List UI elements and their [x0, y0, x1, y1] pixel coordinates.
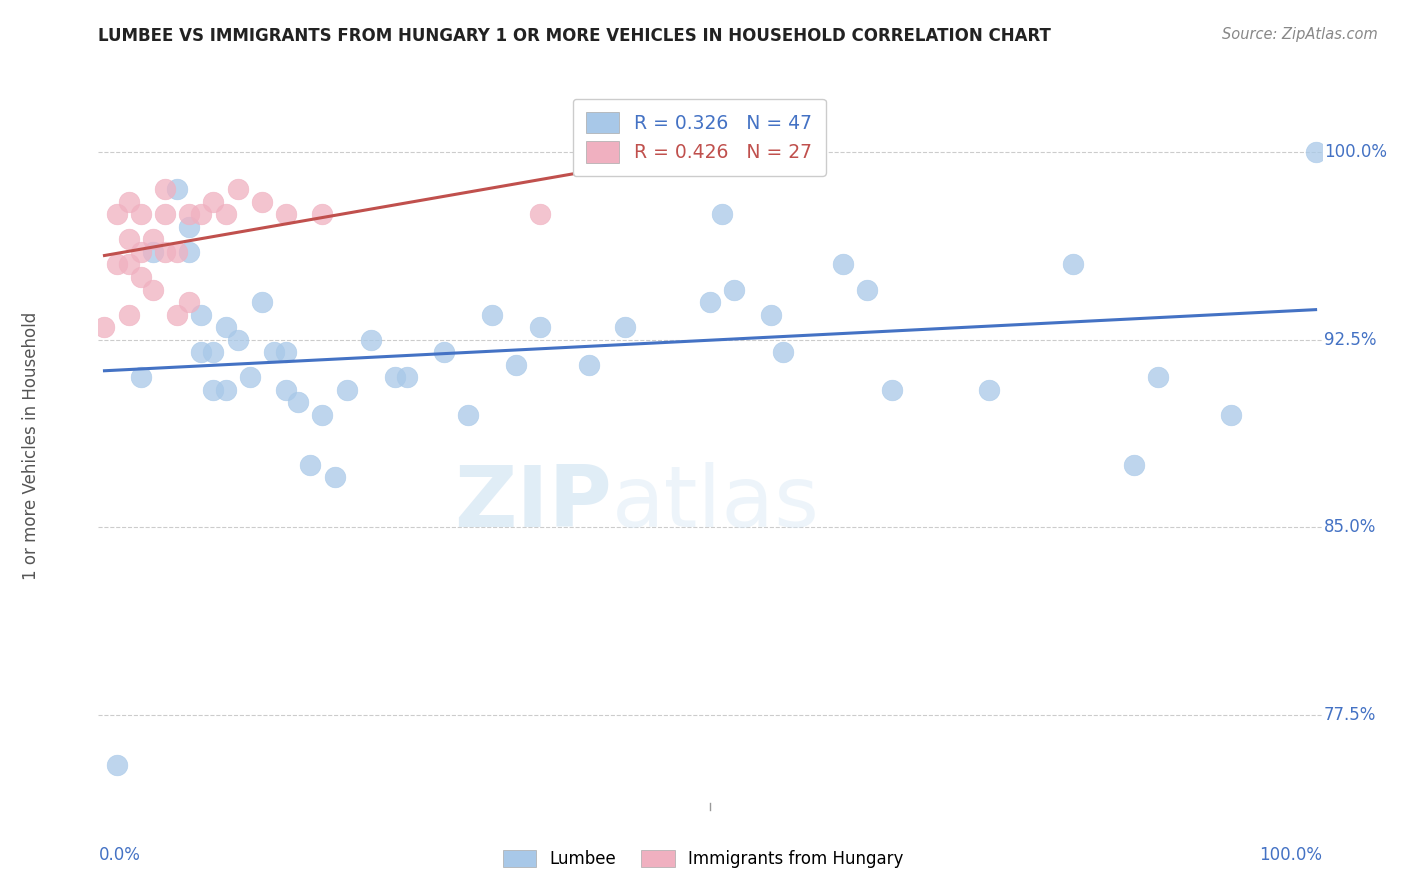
- Point: [276, 383, 298, 397]
- Point: [226, 182, 249, 196]
- Point: [250, 194, 273, 209]
- Point: [276, 345, 298, 359]
- Point: [179, 244, 201, 259]
- Point: [250, 295, 273, 310]
- Point: [202, 194, 225, 209]
- Point: [299, 458, 322, 472]
- Point: [711, 207, 734, 221]
- Point: [311, 207, 333, 221]
- Text: 85.0%: 85.0%: [1324, 518, 1376, 536]
- Point: [142, 244, 165, 259]
- Text: 77.5%: 77.5%: [1324, 706, 1376, 724]
- Text: 100.0%: 100.0%: [1258, 846, 1322, 863]
- Point: [529, 207, 551, 221]
- Point: [105, 207, 128, 221]
- Point: [105, 257, 128, 271]
- Point: [166, 244, 188, 259]
- Point: [481, 308, 503, 322]
- Point: [142, 232, 165, 246]
- Point: [239, 370, 262, 384]
- Point: [457, 408, 479, 422]
- Point: [118, 194, 141, 209]
- Point: [129, 370, 152, 384]
- Point: [772, 345, 794, 359]
- Point: [578, 358, 600, 372]
- Point: [214, 207, 236, 221]
- Text: Source: ZipAtlas.com: Source: ZipAtlas.com: [1222, 27, 1378, 42]
- Point: [129, 270, 152, 285]
- Point: [1219, 408, 1241, 422]
- Point: [129, 207, 152, 221]
- Point: [166, 308, 188, 322]
- Point: [153, 244, 176, 259]
- Point: [759, 308, 782, 322]
- Point: [129, 244, 152, 259]
- Point: [699, 295, 721, 310]
- Point: [179, 219, 201, 234]
- Point: [214, 320, 236, 334]
- Point: [396, 370, 419, 384]
- Text: atlas: atlas: [612, 461, 820, 545]
- Point: [384, 370, 406, 384]
- Point: [153, 207, 176, 221]
- Point: [1122, 458, 1144, 472]
- Point: [529, 320, 551, 334]
- Text: ZIP: ZIP: [454, 461, 612, 545]
- Text: LUMBEE VS IMMIGRANTS FROM HUNGARY 1 OR MORE VEHICLES IN HOUSEHOLD CORRELATION CH: LUMBEE VS IMMIGRANTS FROM HUNGARY 1 OR M…: [98, 27, 1052, 45]
- Legend: R = 0.326   N = 47, R = 0.426   N = 27: R = 0.326 N = 47, R = 0.426 N = 27: [572, 99, 825, 176]
- Legend: Lumbee, Immigrants from Hungary: Lumbee, Immigrants from Hungary: [496, 843, 910, 875]
- Text: 1 or more Vehicles in Household: 1 or more Vehicles in Household: [22, 312, 41, 580]
- Point: [311, 408, 333, 422]
- Text: 100.0%: 100.0%: [1324, 143, 1388, 161]
- Point: [614, 320, 637, 334]
- Point: [323, 470, 346, 484]
- Point: [832, 257, 855, 271]
- Point: [166, 182, 188, 196]
- Point: [118, 232, 141, 246]
- Point: [723, 283, 745, 297]
- Text: 0.0%: 0.0%: [98, 846, 141, 863]
- Point: [93, 320, 115, 334]
- Point: [202, 345, 225, 359]
- Point: [276, 207, 298, 221]
- Point: [153, 182, 176, 196]
- Point: [202, 383, 225, 397]
- Point: [118, 257, 141, 271]
- Point: [856, 283, 879, 297]
- Point: [360, 333, 382, 347]
- Point: [226, 333, 249, 347]
- Point: [118, 308, 141, 322]
- Point: [190, 207, 212, 221]
- Point: [1305, 145, 1327, 159]
- Point: [179, 207, 201, 221]
- Text: 92.5%: 92.5%: [1324, 331, 1376, 349]
- Point: [142, 283, 165, 297]
- Point: [263, 345, 285, 359]
- Point: [190, 308, 212, 322]
- Point: [190, 345, 212, 359]
- Point: [105, 758, 128, 772]
- Point: [505, 358, 527, 372]
- Point: [977, 383, 1000, 397]
- Point: [1062, 257, 1084, 271]
- Point: [432, 345, 454, 359]
- Point: [287, 395, 309, 409]
- Point: [336, 383, 359, 397]
- Point: [880, 383, 903, 397]
- Point: [214, 383, 236, 397]
- Point: [179, 295, 201, 310]
- Point: [1147, 370, 1170, 384]
